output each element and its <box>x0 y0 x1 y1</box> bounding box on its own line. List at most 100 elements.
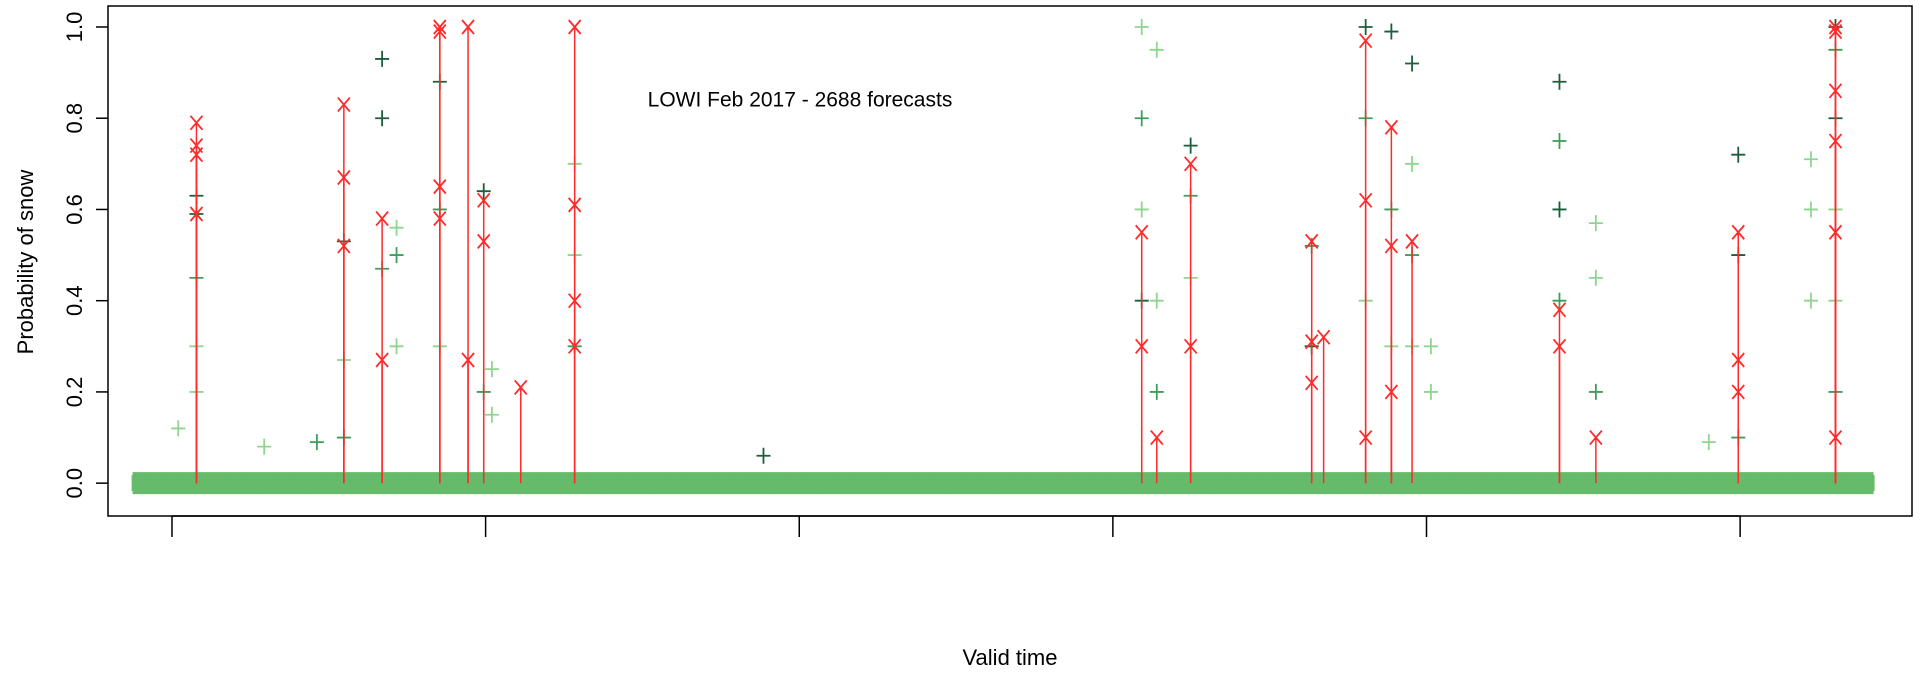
x-marker <box>514 379 528 395</box>
plus-marker <box>257 438 272 455</box>
x-marker <box>567 338 582 354</box>
plus-marker <box>147 472 166 495</box>
plus-marker <box>523 472 542 495</box>
plus-marker <box>1134 201 1149 218</box>
plus-marker <box>460 472 479 495</box>
plus-marker <box>1370 472 1389 495</box>
x-marker <box>189 147 204 163</box>
plus-marker <box>633 472 652 495</box>
x-marker <box>1828 23 1843 40</box>
plus-marker <box>1552 133 1567 150</box>
plus-marker <box>1423 338 1438 355</box>
plus-marker <box>1511 472 1530 495</box>
plus-marker <box>1166 472 1185 495</box>
plus-marker <box>1423 383 1438 400</box>
plus-marker <box>680 472 699 495</box>
y-tick-label: 0.4 <box>62 285 87 316</box>
plus-marker <box>1405 155 1420 172</box>
plus-marker <box>743 472 762 495</box>
plus-marker <box>507 472 526 495</box>
x-marker <box>1305 233 1319 249</box>
plus-marker <box>1715 472 1734 495</box>
x-marker <box>433 19 447 35</box>
series <box>189 41 1843 451</box>
plus-marker <box>1354 472 1373 495</box>
x-marker <box>1384 238 1399 254</box>
x-axis-label: Valid time <box>963 645 1058 670</box>
plus-marker <box>1590 472 1608 495</box>
series <box>189 19 1843 484</box>
plus-marker <box>756 447 771 464</box>
x-marker <box>1828 133 1843 149</box>
plus-marker <box>1025 472 1044 495</box>
plus-marker <box>319 472 338 495</box>
y-tick-label: 0.2 <box>62 377 87 408</box>
plus-marker <box>1433 472 1452 495</box>
plus-marker <box>1684 472 1703 495</box>
plus-marker <box>1260 472 1279 495</box>
plus-marker <box>445 472 464 495</box>
plus-marker <box>586 472 605 495</box>
plus-marker <box>1480 472 1499 495</box>
plus-marker <box>1621 472 1640 495</box>
plus-marker <box>1762 472 1781 495</box>
plus-marker <box>1778 472 1797 495</box>
plus-marker <box>978 472 997 495</box>
plus-marker <box>1527 472 1546 495</box>
plus-marker <box>1405 55 1420 72</box>
plus-marker <box>900 472 919 495</box>
plus-marker <box>389 338 404 355</box>
plus-marker <box>696 472 715 495</box>
x-marker <box>1828 83 1843 99</box>
plus-marker <box>1213 472 1232 495</box>
plus-marker <box>1588 383 1603 400</box>
x-marker <box>461 352 475 368</box>
plus-marker <box>484 406 499 423</box>
plus-marker <box>194 472 213 495</box>
x-marker <box>1358 429 1373 446</box>
plus-marker <box>1552 73 1567 90</box>
plus-marker <box>1840 472 1859 495</box>
plus-marker <box>1804 201 1819 218</box>
plus-marker <box>1134 110 1149 127</box>
plus-marker <box>1856 472 1875 495</box>
plus-marker <box>1552 201 1567 218</box>
plus-marker <box>1149 292 1164 309</box>
plus-marker <box>1605 472 1624 495</box>
x-marker <box>1731 224 1745 240</box>
plus-marker <box>884 472 903 495</box>
x-marker <box>1552 302 1567 318</box>
plus-marker <box>1009 472 1028 495</box>
plus-marker <box>915 472 934 495</box>
plus-marker <box>492 472 511 495</box>
y-tick-label: 0.8 <box>62 103 87 134</box>
x-marker <box>1135 224 1149 240</box>
plus-marker <box>162 472 181 495</box>
plus-marker <box>1448 472 1467 495</box>
chart-title: LOWI Feb 2017 - 2688 forecasts <box>648 89 953 112</box>
plus-marker <box>1637 472 1656 495</box>
x-marker <box>337 169 351 186</box>
y-tick-label: 1.0 <box>62 12 87 43</box>
plus-marker <box>1072 472 1091 495</box>
x-marker <box>433 23 447 40</box>
plus-marker <box>1809 472 1828 495</box>
plus-marker <box>241 472 260 495</box>
plus-marker <box>1103 472 1122 495</box>
plus-marker <box>1731 146 1746 163</box>
plus-marker <box>570 472 589 495</box>
plus-marker <box>1542 472 1561 495</box>
x-marker <box>1305 334 1319 350</box>
plus-marker <box>1323 472 1342 495</box>
plus-marker <box>1731 472 1750 495</box>
x-marker <box>375 210 389 227</box>
x-marker <box>1552 338 1567 354</box>
plus-marker <box>852 472 871 495</box>
plus-marker <box>309 434 324 451</box>
plus-marker <box>947 472 966 495</box>
series <box>131 472 1875 495</box>
plus-marker <box>1339 472 1358 495</box>
plus-marker <box>351 472 370 495</box>
plus-marker <box>1495 472 1514 495</box>
